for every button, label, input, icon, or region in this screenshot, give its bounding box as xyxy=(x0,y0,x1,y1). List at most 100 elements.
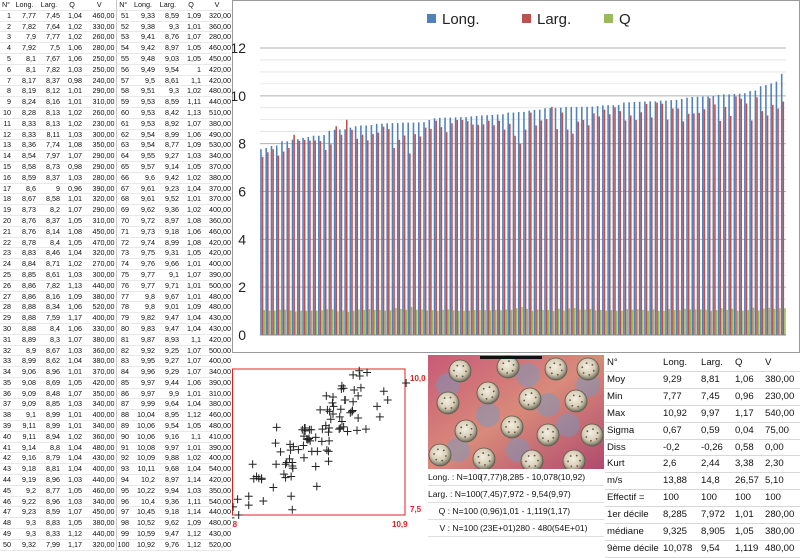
raw-cell: 8,8 xyxy=(37,442,61,454)
raw-cell: 1,02 xyxy=(61,21,83,33)
table-row: 20 8,76 8,37 1,05 310,00 70 9,72 8,97 1,08 360,00 xyxy=(0,215,232,227)
bar-long xyxy=(275,145,278,335)
raw-cell: 440,00 xyxy=(83,528,116,540)
raw-cell: 8,71 xyxy=(37,258,61,270)
raw-cell: 1,01 xyxy=(180,388,202,400)
bar-q xyxy=(784,308,786,335)
scatter-point xyxy=(337,417,346,426)
raw-cell: 42 xyxy=(0,452,12,465)
stats-value: 1,05 xyxy=(733,523,763,541)
raw-cell: 9,16 xyxy=(156,431,180,443)
raw-cell: 420,00 xyxy=(202,75,232,87)
raw-cell: 280,00 xyxy=(83,42,116,54)
bar-larg xyxy=(566,129,569,335)
bar-q xyxy=(705,309,707,335)
raw-cell: 1,01 xyxy=(61,193,83,206)
bar-long xyxy=(717,94,720,335)
raw-cell: 8,73 xyxy=(12,204,37,216)
raw-cell: 310,00 xyxy=(83,96,116,108)
raw-cell: 370,00 xyxy=(202,183,232,195)
raw-cell: 8,13 xyxy=(37,118,61,130)
raw-cell: 420,00 xyxy=(202,334,232,346)
raw-cell: 430,00 xyxy=(83,452,116,465)
raw-cell: 9,2 xyxy=(12,485,37,497)
bar-long xyxy=(328,130,331,335)
scatter-point xyxy=(347,407,356,416)
photo-stain xyxy=(516,363,540,387)
raw-cell: 8,92 xyxy=(156,118,180,130)
raw-cell: 8,33 xyxy=(12,129,37,141)
scatter-point xyxy=(318,425,327,434)
bar-larg xyxy=(466,121,469,335)
raw-cell: 1,02 xyxy=(61,258,83,270)
bar-larg xyxy=(545,119,548,335)
raw-cell: 9,53 xyxy=(130,118,156,130)
range-value: (23E+01)280 - 480(54E+01) xyxy=(480,523,588,533)
bar-q xyxy=(305,310,308,335)
spore-spine xyxy=(477,455,480,458)
bar-q xyxy=(384,310,386,335)
raw-cell: 9,06 xyxy=(12,366,37,378)
raw-cell: 290,00 xyxy=(83,161,116,173)
raw-cell: 27 xyxy=(0,291,12,303)
scatter-point xyxy=(353,426,362,435)
spore-spine xyxy=(488,386,491,389)
bar-q xyxy=(579,309,581,335)
raw-cell: 13 xyxy=(0,139,12,152)
raw-header-cell: Larg. xyxy=(37,0,61,11)
raw-cell: 7,74 xyxy=(37,139,61,152)
scatter-point xyxy=(373,402,382,411)
raw-cell: 1,17 xyxy=(61,312,83,324)
scatter-point xyxy=(306,436,315,445)
stats-value: 7,972 xyxy=(699,506,733,525)
raw-cell: 8,1 xyxy=(12,53,37,65)
legend-swatch xyxy=(604,14,613,23)
raw-cell: 8,37 xyxy=(37,172,61,184)
raw-cell: 28 xyxy=(0,301,12,314)
bar-long xyxy=(707,96,709,335)
bar-larg xyxy=(745,103,748,335)
scatter-point xyxy=(348,406,357,415)
raw-cell: 1,09 xyxy=(180,139,202,152)
bar-larg xyxy=(740,98,743,335)
spore-spine xyxy=(450,407,453,409)
stats-value: 75,00 xyxy=(763,422,800,440)
raw-cell: 9,77 xyxy=(130,280,156,292)
table-row: 14 8,54 7,97 1,07 290,00 64 9,55 9,27 1,03 340,00 xyxy=(0,150,232,162)
bar-q xyxy=(452,310,455,335)
raw-cell: 47 xyxy=(0,506,12,519)
bar-q xyxy=(421,309,423,335)
raw-cell: 450,00 xyxy=(202,53,232,65)
raw-cell: 25 xyxy=(0,269,12,281)
raw-cell: 8,14 xyxy=(37,226,61,238)
bar-q xyxy=(437,310,439,335)
raw-cell: 9,5 xyxy=(130,75,156,87)
raw-cell: 9,36 xyxy=(156,204,180,216)
photo-stain xyxy=(556,413,580,437)
bar-q xyxy=(289,310,292,335)
table-row: 44 9,19 8,96 1,03 440,00 94 10,2 8,97 1,14 420,00 xyxy=(0,474,232,486)
bar-q xyxy=(742,310,744,335)
bar-q xyxy=(263,310,266,335)
raw-cell: 9,82 xyxy=(130,312,156,324)
raw-cell: 0,96 xyxy=(61,183,83,195)
spore-spine xyxy=(530,392,533,395)
raw-cell: 1,07 xyxy=(180,366,202,378)
raw-header-cell: Larg. xyxy=(156,0,180,11)
raw-cell: 8,36 xyxy=(12,139,37,152)
raw-cell: 1,05 xyxy=(180,161,202,173)
raw-cell: 9,71 xyxy=(156,280,180,292)
scatter-point xyxy=(363,368,372,377)
bar-larg xyxy=(514,135,516,335)
raw-cell: 380,00 xyxy=(202,398,232,411)
spore xyxy=(448,359,472,383)
raw-cell: 8,83 xyxy=(37,517,61,530)
bar-q xyxy=(358,309,360,335)
raw-cell: 380,00 xyxy=(83,334,116,346)
bar-q xyxy=(479,310,481,335)
scatter-point xyxy=(299,453,308,462)
bar-larg xyxy=(409,153,411,335)
raw-cell: 9,31 xyxy=(156,247,180,260)
bar-larg xyxy=(472,124,474,336)
bar-q xyxy=(279,309,281,335)
